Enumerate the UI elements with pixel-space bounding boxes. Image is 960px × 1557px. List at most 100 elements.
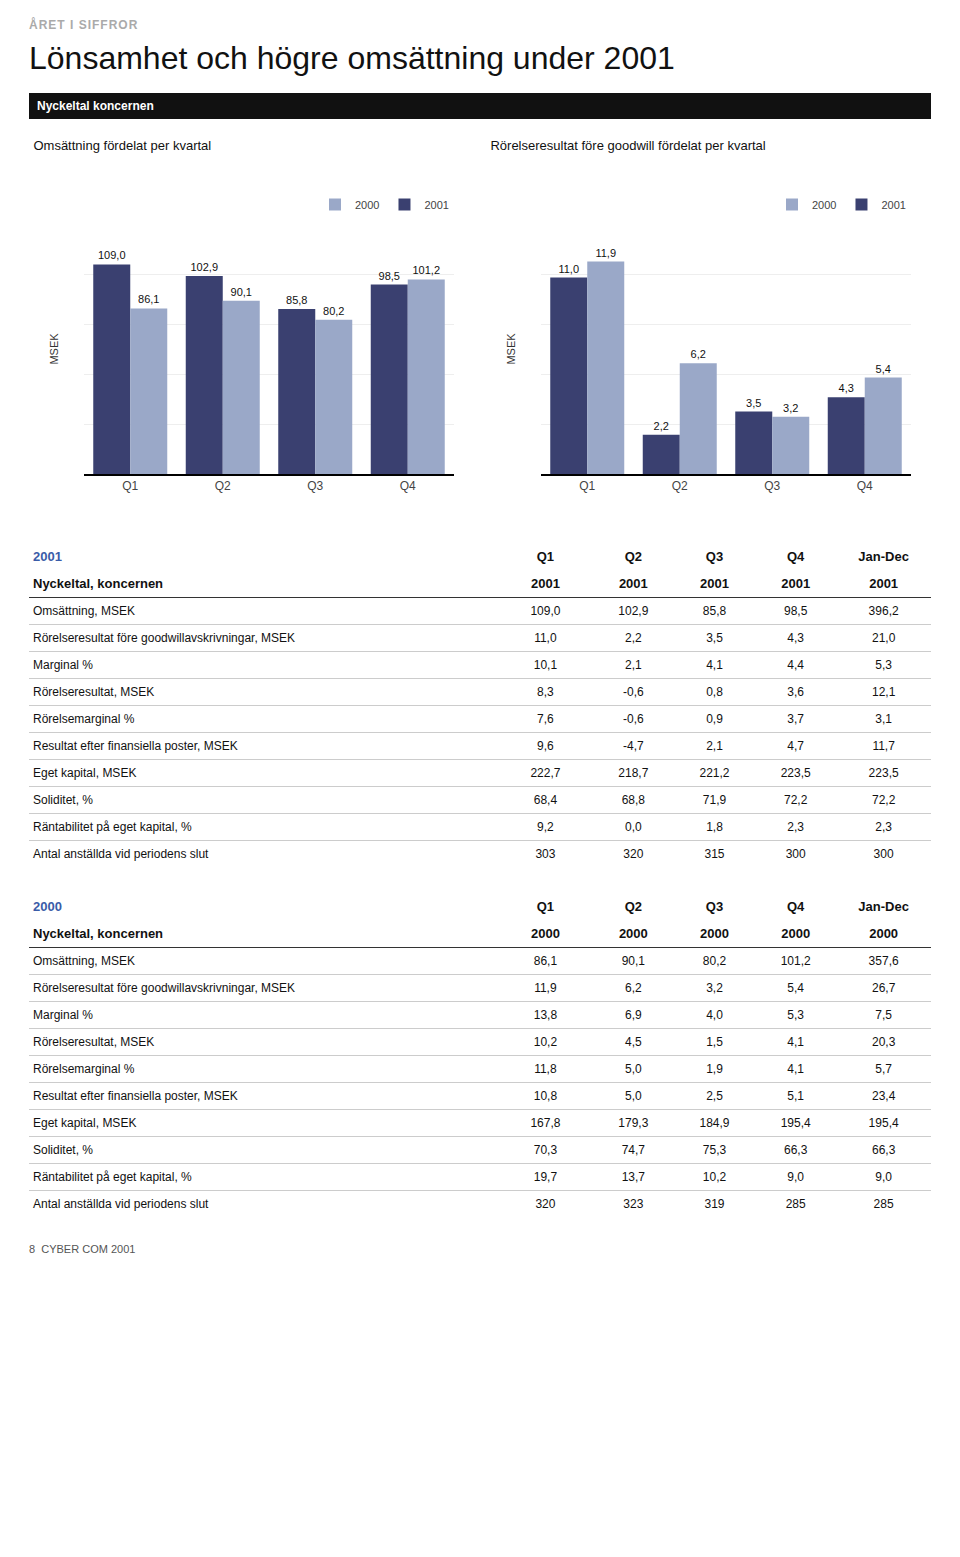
html-text:Jan-Dec: Jan-Dec: [858, 899, 909, 914]
html-text:4,7: 4,7: [787, 739, 804, 753]
html-text:9,6: 9,6: [537, 739, 554, 753]
html-text:2000: 2000: [618, 926, 648, 941]
svg-text:3,5: 3,5: [746, 397, 761, 409]
svg-text:3,2: 3,2: [783, 402, 798, 414]
html-text:8,3: 8,3: [537, 685, 554, 699]
svg-text:Rörelseresultat före goodwill: Rörelseresultat före goodwill fördelat p…: [490, 138, 765, 153]
html-text:221,2: 221,2: [699, 766, 730, 780]
svg-text:Q3: Q3: [764, 479, 780, 493]
html-text:2001: 2001: [618, 576, 648, 591]
svg-text:102,9: 102,9: [190, 261, 218, 273]
html-text:102,9: 102,9: [618, 604, 649, 618]
html-text:Q2: Q2: [624, 899, 642, 914]
html-text:-0,6: -0,6: [623, 685, 644, 699]
html-text:5,3: 5,3: [875, 658, 892, 672]
svg-text:6,2: 6,2: [691, 348, 706, 360]
html-text:2,2: 2,2: [625, 631, 642, 645]
html-text:Resultat efter finansiella pos: Resultat efter finansiella poster, MSEK: [33, 739, 238, 753]
html-text:109,0: 109,0: [530, 604, 561, 618]
html-text:Q1: Q1: [536, 899, 555, 914]
svg-text:Q4: Q4: [400, 479, 416, 493]
html-text:Nyckeltal, koncernen: Nyckeltal, koncernen: [33, 926, 164, 941]
svg-text:MSEK: MSEK: [48, 333, 60, 365]
html-text:12,1: 12,1: [872, 685, 896, 699]
html-text:ÅRET I SIFFROR: ÅRET I SIFFROR: [29, 18, 139, 32]
html-text:2,1: 2,1: [625, 658, 642, 672]
html-text:Rörelseresultat före goodwilla: Rörelseresultat före goodwillavskrivning…: [33, 631, 296, 645]
svg-text:86,1: 86,1: [138, 293, 159, 305]
html-text:218,7: 218,7: [618, 766, 649, 780]
svg-text:Omsättning fördelat per kvarta: Omsättning fördelat per kvartal: [33, 138, 211, 153]
html-text:Eget kapital, MSEK: Eget kapital, MSEK: [33, 766, 137, 780]
html-text:4,3: 4,3: [787, 631, 804, 645]
html-text:7,6: 7,6: [537, 712, 554, 726]
html-text:2001: 2001: [530, 576, 560, 591]
html-text:-0,6: -0,6: [623, 712, 644, 726]
svg-text:MSEK: MSEK: [505, 333, 517, 365]
svg-text:2001: 2001: [424, 199, 448, 211]
html-text:2000: 2000: [700, 926, 729, 941]
svg-text:Q3: Q3: [307, 479, 323, 493]
svg-text:85,8: 85,8: [286, 294, 307, 306]
svg-text:2000: 2000: [355, 199, 379, 211]
html-text:Nyckeltal koncernen: Nyckeltal koncernen: [37, 99, 154, 113]
svg-text:Q2: Q2: [215, 479, 231, 493]
html-text:10,1: 10,1: [533, 658, 558, 672]
html-text:0,8: 0,8: [706, 685, 723, 699]
html-text:98,5: 98,5: [784, 604, 808, 618]
html-text:0,9: 0,9: [706, 712, 723, 726]
svg-text:109,0: 109,0: [98, 249, 126, 261]
svg-text:Q1: Q1: [122, 479, 138, 493]
html-text:-4,7: -4,7: [623, 739, 644, 753]
html-text:11,7: 11,7: [872, 739, 895, 753]
html-text:Nyckeltal, koncernen: Nyckeltal, koncernen: [33, 576, 164, 591]
html-text:Q3: Q3: [705, 549, 724, 564]
html-text:Rörelseresultat, MSEK: Rörelseresultat, MSEK: [33, 685, 155, 699]
svg-text:4,3: 4,3: [839, 382, 854, 394]
html-text:3,7: 3,7: [787, 712, 804, 726]
svg-text:90,1: 90,1: [231, 286, 252, 298]
html-text:Q2: Q2: [624, 549, 642, 564]
html-text:Q4: Q4: [787, 549, 805, 564]
svg-text:2001: 2001: [881, 199, 905, 211]
html-text:2001: 2001: [700, 576, 729, 591]
html-text:223,5: 223,5: [780, 766, 811, 780]
html-text:Q4: Q4: [787, 899, 805, 914]
html-text:396,2: 396,2: [868, 604, 899, 618]
html-text:3,5: 3,5: [706, 631, 723, 645]
html-text:Q3: Q3: [705, 899, 724, 914]
html-text:Rörelsemarginal %: Rörelsemarginal %: [33, 712, 135, 726]
html-text:Jan-Dec: Jan-Dec: [858, 549, 909, 564]
html-text:3,1: 3,1: [875, 712, 892, 726]
html-text:4,4: 4,4: [787, 658, 804, 672]
html-text:2,1: 2,1: [706, 739, 723, 753]
svg-text:Q4: Q4: [857, 479, 873, 493]
svg-text:Q1: Q1: [579, 479, 595, 493]
html-text:2000: 2000: [33, 899, 62, 914]
html-text:222,7: 222,7: [530, 766, 561, 780]
html-text:2001: 2001: [781, 576, 811, 591]
html-text:2001: 2001: [33, 549, 62, 564]
svg-text:5,4: 5,4: [876, 363, 891, 375]
html-text:Marginal %: Marginal %: [33, 658, 93, 672]
svg-text:11,9: 11,9: [595, 247, 616, 259]
html-text:85,8: 85,8: [702, 604, 727, 618]
html-text:3,6: 3,6: [787, 685, 804, 699]
html-text:Omsättning, MSEK: Omsättning, MSEK: [33, 604, 135, 618]
html-text:4,1: 4,1: [706, 658, 723, 672]
html-text:11,0: 11,0: [534, 631, 557, 645]
svg-text:80,2: 80,2: [323, 305, 344, 317]
html-text:Q1: Q1: [536, 549, 555, 564]
svg-text:101,2: 101,2: [412, 264, 440, 276]
svg-text:2000: 2000: [812, 199, 836, 211]
svg-text:11,0: 11,0: [558, 263, 579, 275]
svg-text:98,5: 98,5: [379, 270, 400, 282]
html-text:21,0: 21,0: [872, 631, 896, 645]
svg-text:Q2: Q2: [672, 479, 688, 493]
html-text:2000: 2000: [781, 926, 811, 941]
svg-text:2,2: 2,2: [654, 420, 669, 432]
html-text:2000: 2000: [530, 926, 560, 941]
html-text:2000: 2000: [869, 926, 899, 941]
html-text:Lönsamhet och högre omsättning: Lönsamhet och högre omsättning under 200…: [29, 40, 675, 76]
html-text:2001: 2001: [869, 576, 899, 591]
